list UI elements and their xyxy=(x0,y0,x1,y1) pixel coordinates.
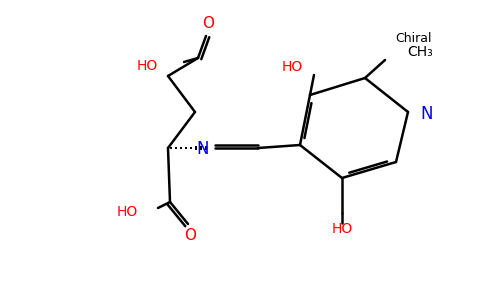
Text: O: O xyxy=(202,16,214,32)
Text: HO: HO xyxy=(281,60,302,74)
Text: N: N xyxy=(197,140,209,158)
Text: HO: HO xyxy=(332,222,353,236)
Text: HO: HO xyxy=(137,59,158,73)
Text: Chiral: Chiral xyxy=(395,32,432,44)
Text: CH₃: CH₃ xyxy=(407,45,433,59)
Text: O: O xyxy=(184,229,196,244)
Text: N: N xyxy=(420,105,433,123)
Text: HO: HO xyxy=(117,205,138,219)
